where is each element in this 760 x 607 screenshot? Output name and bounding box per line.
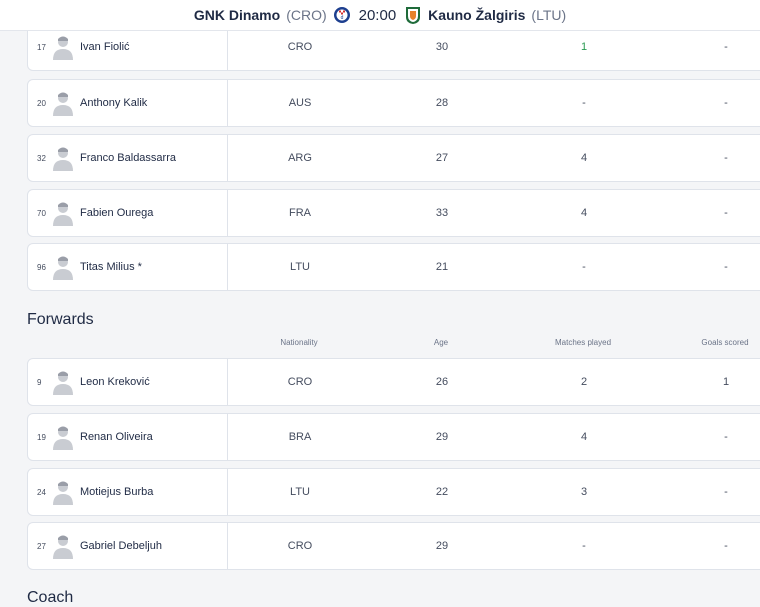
player-avatar-icon	[53, 147, 73, 171]
matches-played-value: -	[582, 540, 586, 552]
player-name[interactable]: Leon Kreković	[80, 376, 150, 388]
table-row[interactable]: 24 Motiejus Burba LTU 22 3 -	[27, 468, 760, 516]
player-cell[interactable]: 9 Leon Kreković	[28, 359, 228, 405]
age-value: 30	[435, 41, 449, 53]
player-avatar-icon	[53, 36, 73, 60]
section-title-forwards: Forwards	[27, 311, 94, 328]
nationality-value: LTU	[290, 261, 310, 273]
table-row[interactable]: 96 Titas Milius * LTU 21 - -	[27, 243, 760, 291]
player-name[interactable]: Anthony Kalik	[80, 97, 148, 109]
player-avatar-icon	[53, 371, 73, 395]
kick-off-time: 20:00	[358, 6, 397, 24]
shirt-number: 24	[37, 487, 46, 497]
away-team-name[interactable]: Kauno Žalgiris	[428, 7, 526, 23]
nationality-value: CRO	[287, 376, 313, 388]
player-cell[interactable]: 32 Franco Baldassarra	[28, 135, 228, 181]
age-value: 21	[435, 261, 449, 273]
table-row[interactable]: 70 Fabien Ourega FRA 33 4 -	[27, 189, 760, 237]
goals-scored-value: -	[724, 540, 728, 552]
goals-scored-value: -	[724, 486, 728, 498]
player-cell[interactable]: 96 Titas Milius *	[28, 244, 228, 290]
nationality-value: CRO	[287, 41, 313, 53]
column-header-goals-scored: Goals scored	[701, 338, 749, 347]
age-value: 29	[435, 540, 449, 552]
matches-played-value: 4	[580, 207, 588, 219]
shirt-number: 96	[37, 262, 46, 272]
matches-played-value: 3	[580, 486, 588, 498]
player-cell[interactable]: 19 Renan Oliveira	[28, 414, 228, 460]
player-name[interactable]: Titas Milius *	[80, 261, 142, 273]
away-team-country: (LTU)	[531, 7, 567, 23]
goals-scored-value: -	[724, 97, 728, 109]
nationality-value: CRO	[287, 540, 313, 552]
age-value: 28	[435, 97, 449, 109]
shirt-number: 17	[37, 42, 46, 52]
home-team-name[interactable]: GNK Dinamo	[193, 7, 281, 23]
nationality-value: ARG	[288, 152, 312, 164]
player-cell[interactable]: 27 Gabriel Debeljuh	[28, 523, 228, 569]
column-header-matches-played: Matches played	[554, 338, 612, 347]
shirt-number: 20	[37, 98, 46, 108]
player-cell[interactable]: 20 Anthony Kalik	[28, 80, 228, 126]
age-value: 33	[435, 207, 449, 219]
matches-played-value: 4	[580, 431, 588, 443]
nationality-value: AUS	[288, 97, 312, 109]
table-row[interactable]: 9 Leon Kreković CRO 26 2 1	[27, 358, 760, 406]
table-row[interactable]: 27 Gabriel Debeljuh CRO 29 - -	[27, 522, 760, 570]
player-cell[interactable]: 70 Fabien Ourega	[28, 190, 228, 236]
player-name[interactable]: Gabriel Debeljuh	[80, 540, 162, 552]
goals-scored-value: -	[724, 431, 728, 443]
table-row[interactable]: 17 Ivan Fiolić CRO 30 1 -	[27, 23, 760, 71]
age-value: 29	[435, 431, 449, 443]
player-avatar-icon	[53, 426, 73, 450]
match-header: GNK Dinamo (CRO) d 20:00 Kauno Žalgiris …	[0, 0, 760, 31]
matches-played-value: 4	[580, 152, 588, 164]
home-team-crest-icon: d	[333, 6, 351, 24]
shirt-number: 19	[37, 432, 46, 442]
table-row[interactable]: 32 Franco Baldassarra ARG 27 4 -	[27, 134, 760, 182]
age-value: 22	[435, 486, 449, 498]
player-avatar-icon	[53, 256, 73, 280]
player-name[interactable]: Ivan Fiolić	[80, 41, 130, 53]
nationality-value: FRA	[289, 207, 311, 219]
away-team-crest-icon	[404, 6, 422, 24]
section-title-coach: Coach	[27, 589, 74, 606]
player-name[interactable]: Fabien Ourega	[80, 207, 154, 219]
age-value: 26	[435, 376, 449, 388]
player-cell[interactable]: 24 Motiejus Burba	[28, 469, 228, 515]
nationality-value: LTU	[290, 486, 310, 498]
nationality-value: BRA	[288, 431, 312, 443]
player-avatar-icon	[53, 92, 73, 116]
shirt-number: 9	[37, 377, 42, 387]
goals-scored-value: -	[724, 207, 728, 219]
matches-played-value: -	[582, 97, 586, 109]
player-avatar-icon	[53, 202, 73, 226]
home-team-country: (CRO)	[286, 7, 327, 23]
goals-scored-value: -	[724, 152, 728, 164]
table-row[interactable]: 20 Anthony Kalik AUS 28 - -	[27, 79, 760, 127]
matches-played-value: -	[582, 261, 586, 273]
goals-scored-value: 1	[722, 376, 730, 388]
player-name[interactable]: Motiejus Burba	[80, 486, 154, 498]
shirt-number: 70	[37, 208, 46, 218]
table-row[interactable]: 19 Renan Oliveira BRA 29 4 -	[27, 413, 760, 461]
goals-scored-value: -	[724, 261, 728, 273]
player-avatar-icon	[53, 481, 73, 505]
player-name[interactable]: Franco Baldassarra	[80, 152, 176, 164]
column-header-age: Age	[433, 338, 449, 347]
matches-played-value: 2	[580, 376, 588, 388]
age-value: 27	[435, 152, 449, 164]
shirt-number: 32	[37, 153, 46, 163]
player-avatar-icon	[53, 535, 73, 559]
player-cell[interactable]: 17 Ivan Fiolić	[28, 24, 228, 70]
player-name[interactable]: Renan Oliveira	[80, 431, 153, 443]
shirt-number: 27	[37, 541, 46, 551]
matches-played-value: 1	[580, 41, 588, 53]
column-header-nationality: Nationality	[280, 338, 318, 347]
goals-scored-value: -	[724, 41, 728, 53]
svg-text:d: d	[340, 15, 343, 21]
